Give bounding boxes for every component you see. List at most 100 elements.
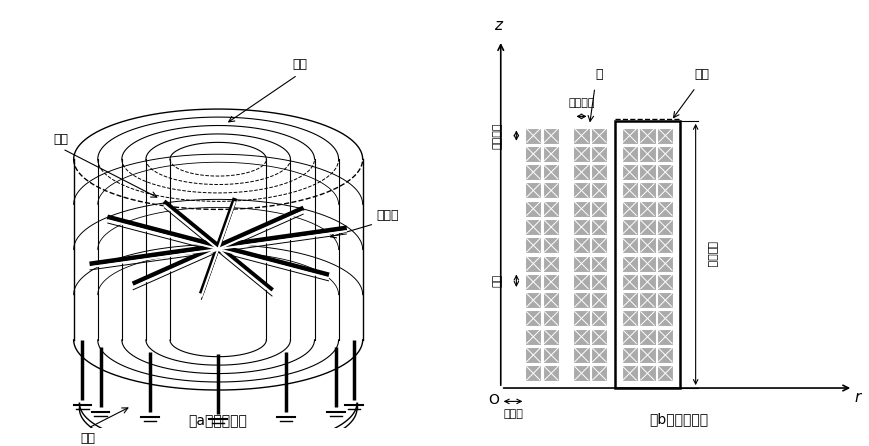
Bar bbox=[657, 256, 673, 272]
Bar bbox=[573, 256, 589, 272]
Text: O: O bbox=[488, 393, 499, 407]
Bar bbox=[573, 347, 589, 363]
Bar bbox=[657, 292, 673, 308]
Bar bbox=[591, 365, 607, 381]
Bar bbox=[639, 347, 654, 363]
Bar bbox=[542, 292, 559, 308]
Bar bbox=[525, 182, 541, 198]
Bar bbox=[591, 201, 607, 217]
Bar bbox=[542, 164, 559, 180]
Bar bbox=[525, 329, 541, 345]
Text: 节距: 节距 bbox=[493, 274, 502, 287]
Bar bbox=[639, 310, 654, 326]
Bar bbox=[542, 146, 559, 162]
Bar bbox=[525, 237, 541, 253]
Bar bbox=[591, 164, 607, 180]
Text: 气道: 气道 bbox=[53, 133, 68, 146]
Bar bbox=[657, 201, 673, 217]
Text: 包封: 包封 bbox=[694, 68, 709, 81]
Text: 包封: 包封 bbox=[81, 432, 96, 445]
Bar bbox=[591, 128, 607, 144]
Text: r: r bbox=[853, 390, 859, 405]
Bar bbox=[621, 329, 637, 345]
Bar bbox=[542, 201, 559, 217]
Text: （a）三维模型: （a）三维模型 bbox=[189, 414, 248, 428]
Bar bbox=[657, 146, 673, 162]
Bar bbox=[657, 182, 673, 198]
Text: 层: 层 bbox=[595, 68, 602, 81]
Bar bbox=[621, 128, 637, 144]
Bar bbox=[525, 274, 541, 290]
Bar bbox=[525, 347, 541, 363]
Bar bbox=[542, 219, 559, 235]
Bar bbox=[591, 292, 607, 308]
Bar bbox=[639, 365, 654, 381]
Bar bbox=[621, 292, 637, 308]
Bar bbox=[542, 128, 559, 144]
Bar bbox=[542, 182, 559, 198]
Bar bbox=[614, 121, 680, 388]
Bar bbox=[525, 310, 541, 326]
Bar bbox=[591, 310, 607, 326]
Bar bbox=[621, 274, 637, 290]
Bar bbox=[591, 146, 607, 162]
Bar bbox=[591, 256, 607, 272]
Bar bbox=[525, 146, 541, 162]
Text: 星形架: 星形架 bbox=[375, 209, 398, 222]
Bar bbox=[525, 365, 541, 381]
Bar bbox=[639, 201, 654, 217]
Bar bbox=[657, 365, 673, 381]
Bar bbox=[591, 182, 607, 198]
Bar bbox=[542, 274, 559, 290]
Bar bbox=[525, 292, 541, 308]
Bar bbox=[657, 310, 673, 326]
Text: 包封高度: 包封高度 bbox=[706, 241, 715, 268]
Bar bbox=[639, 237, 654, 253]
Bar bbox=[542, 256, 559, 272]
Bar bbox=[621, 201, 637, 217]
Text: （b）二维模型: （b）二维模型 bbox=[649, 412, 708, 426]
Bar bbox=[573, 329, 589, 345]
Bar bbox=[525, 256, 541, 272]
Bar bbox=[573, 128, 589, 144]
Bar bbox=[639, 292, 654, 308]
Bar bbox=[639, 274, 654, 290]
Bar bbox=[621, 256, 637, 272]
Bar bbox=[639, 329, 654, 345]
Bar bbox=[639, 182, 654, 198]
Bar bbox=[621, 182, 637, 198]
Bar bbox=[639, 164, 654, 180]
Text: 轴向边长: 轴向边长 bbox=[493, 122, 502, 149]
Bar bbox=[573, 182, 589, 198]
Bar bbox=[573, 274, 589, 290]
Bar bbox=[621, 347, 637, 363]
Bar bbox=[621, 310, 637, 326]
Bar bbox=[591, 237, 607, 253]
Bar bbox=[657, 274, 673, 290]
Bar bbox=[591, 347, 607, 363]
Bar bbox=[573, 146, 589, 162]
Bar bbox=[657, 329, 673, 345]
Bar bbox=[657, 347, 673, 363]
Bar bbox=[591, 219, 607, 235]
Bar bbox=[657, 237, 673, 253]
Bar bbox=[591, 274, 607, 290]
Bar bbox=[525, 164, 541, 180]
Bar bbox=[542, 347, 559, 363]
Bar bbox=[639, 146, 654, 162]
Bar bbox=[621, 365, 637, 381]
Bar bbox=[639, 256, 654, 272]
Bar bbox=[573, 219, 589, 235]
Text: 半内径: 半内径 bbox=[502, 409, 522, 419]
Bar bbox=[525, 128, 541, 144]
Bar bbox=[542, 237, 559, 253]
Bar bbox=[573, 237, 589, 253]
Bar bbox=[542, 329, 559, 345]
Bar bbox=[573, 310, 589, 326]
Bar bbox=[657, 219, 673, 235]
Bar bbox=[573, 201, 589, 217]
Bar bbox=[657, 164, 673, 180]
Bar bbox=[621, 237, 637, 253]
Bar bbox=[657, 128, 673, 144]
Bar bbox=[573, 164, 589, 180]
